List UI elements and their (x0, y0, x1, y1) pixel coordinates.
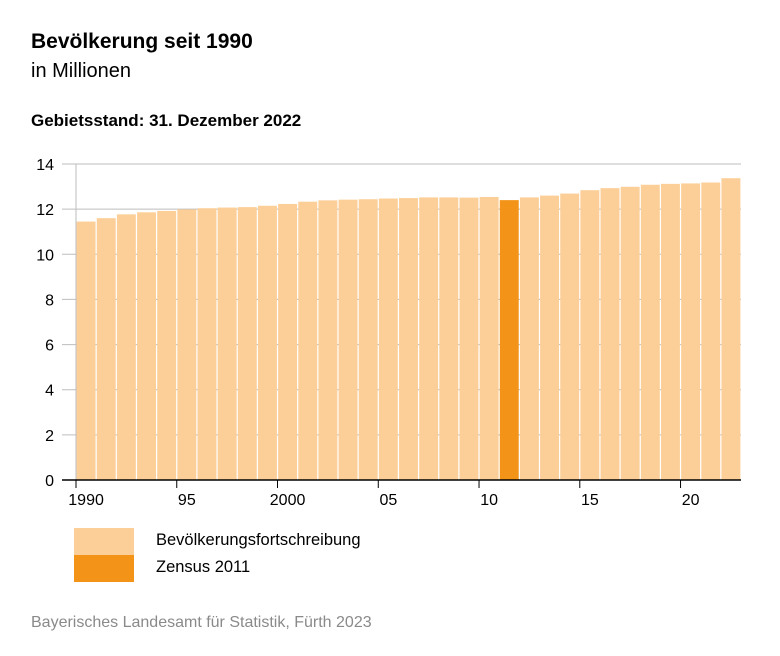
bar-1997 (217, 207, 237, 480)
chart-subtitle: in Millionen (31, 60, 132, 82)
bar-2004 (358, 199, 378, 480)
bar-1999 (257, 205, 277, 480)
bar-1991 (96, 218, 116, 480)
y-tick-label-0: 0 (45, 473, 54, 490)
source-note: Bayerisches Landesamt für Statistik, Für… (31, 614, 372, 631)
bar-2010 (479, 196, 499, 480)
axes (62, 164, 741, 488)
bar-2002 (318, 200, 338, 480)
x-tick-label-1995: 95 (178, 492, 196, 509)
y-tick-label-2: 2 (45, 428, 54, 445)
y-tick-label-12: 12 (36, 202, 54, 219)
y-tick-labels: 0 2 4 6 8 10 12 14 (36, 157, 54, 490)
bar-1994 (157, 210, 177, 480)
x-tick-label-2005: 05 (379, 492, 397, 509)
x-tick-label-2015: 15 (581, 492, 599, 509)
bar-1998 (237, 207, 257, 480)
x-tick-label-2010: 10 (480, 492, 498, 509)
bar-1995 (177, 209, 197, 480)
bar-1990 (76, 221, 96, 481)
legend-label-fortschreibung: Bevölkerungsfortschreibung (156, 531, 361, 549)
x-tick-label-1990: 1990 (68, 492, 104, 509)
x-tick-labels: 1990 95 2000 05 10 15 20 (68, 492, 699, 509)
bar-2008 (439, 197, 459, 481)
bar-2001 (298, 201, 318, 481)
bar-2017 (620, 186, 640, 480)
bar-2018 (640, 184, 660, 480)
bar-2007 (419, 197, 439, 481)
bar-1992 (116, 214, 136, 480)
bar-2009 (459, 197, 479, 481)
bar-2016 (600, 188, 620, 480)
bar-2012 (519, 197, 539, 481)
y-tick-label-14: 14 (36, 157, 54, 174)
bar-2013 (540, 195, 560, 480)
bar-2019 (660, 183, 680, 480)
chart-title: Bevölkerung seit 1990 (31, 30, 253, 53)
bar-2021 (701, 182, 721, 480)
bar-1993 (137, 212, 157, 480)
bar-2005 (378, 198, 398, 480)
y-tick-label-10: 10 (36, 247, 54, 264)
bars (76, 178, 741, 481)
bar-2020 (681, 183, 701, 480)
bar-1996 (197, 208, 217, 481)
y-tick-label-4: 4 (45, 383, 54, 400)
x-tick-label-2000: 2000 (270, 492, 306, 509)
bar-2006 (399, 198, 418, 480)
y-tick-label-6: 6 (45, 338, 54, 355)
x-tick-label-2020: 20 (682, 492, 700, 509)
legend-label-zensus: Zensus 2011 (156, 558, 251, 576)
y-tick-label-8: 8 (45, 292, 54, 309)
territory-note: Gebietsstand: 31. Dezember 2022 (31, 111, 302, 130)
legend-swatch-fortschreibung (74, 528, 134, 555)
bar-2015 (580, 190, 600, 480)
bar-2014 (560, 193, 580, 480)
bar-2000 (278, 203, 298, 481)
legend-swatch-zensus (74, 555, 134, 582)
bar-2022 (721, 178, 741, 480)
bar-2003 (338, 199, 358, 481)
bar-chart: 0 2 4 6 8 10 12 14 1990 95 2000 05 10 15 20 (36, 157, 741, 509)
bar-2011 (499, 200, 519, 480)
